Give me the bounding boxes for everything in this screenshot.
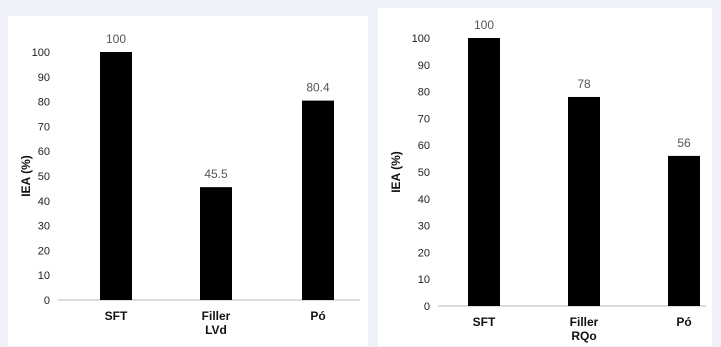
category-label-line: Filler [202, 309, 231, 323]
bar-3 [302, 100, 334, 300]
y-tick-label: 20 [418, 247, 430, 259]
category-label-line: Pó [676, 315, 691, 329]
data-label-1: 100 [106, 32, 126, 46]
category-label-line: SFT [473, 315, 496, 329]
data-label-3: 80.4 [306, 81, 330, 95]
bar-1 [100, 52, 132, 300]
y-tick-label: 50 [38, 171, 50, 183]
y-tick-label: 60 [38, 146, 50, 158]
y-tick-label: 90 [418, 60, 430, 72]
y-tick-label: 60 [418, 140, 430, 152]
bar-2 [200, 187, 232, 300]
bar-chart-left: 0 10 20 30 40 50 60 70 80 90 100 IEA (%) 100 SFT 45.5 F… [19, 32, 360, 337]
x-category-label-2: Filler LVd [202, 309, 231, 337]
category-label-line: RQo [571, 329, 596, 343]
y-tick-label: 30 [38, 221, 50, 233]
y-tick-label: 10 [418, 274, 430, 286]
x-category-label-3: Pó [310, 309, 325, 323]
bar-2 [568, 96, 600, 307]
x-category-label-2: Filler RQo [570, 315, 599, 343]
category-label-line: Pó [310, 309, 325, 323]
y-tick-label: 70 [38, 121, 50, 133]
y-tick-label: 80 [418, 87, 430, 99]
data-label-2: 78 [577, 77, 591, 91]
bar-3 [668, 155, 700, 306]
y-tick-label: 100 [412, 33, 430, 45]
chart-panel-left: 0 10 20 30 40 50 60 70 80 90 100 IEA (%) 100 SFT 45.5 F… [8, 16, 368, 346]
category-label-line: SFT [105, 309, 128, 323]
y-axis-label: IEA (%) [19, 155, 33, 197]
y-tick-label: 0 [44, 295, 50, 307]
bar-1 [468, 38, 500, 306]
y-tick-label: 40 [38, 196, 50, 208]
data-label-1: 100 [474, 18, 494, 32]
y-tick-label: 30 [418, 221, 430, 233]
y-tick-label: 0 [424, 301, 430, 313]
chart-panel-right: 0 10 20 30 40 50 60 70 80 90 100 IEA (%) 100 SFT 78 Fil… [378, 8, 712, 346]
x-category-label-1: SFT [105, 309, 128, 323]
y-tick-label: 50 [418, 167, 430, 179]
y-tick-label: 100 [32, 47, 50, 59]
y-tick-label: 90 [38, 72, 50, 84]
y-tick-label: 10 [38, 270, 50, 282]
category-label-line: LVd [205, 323, 227, 337]
x-category-label-1: SFT [473, 315, 496, 329]
data-label-3: 56 [677, 136, 691, 150]
y-tick-label: 70 [418, 113, 430, 125]
x-category-label-3: Pó [676, 315, 691, 329]
bar-chart-right: 0 10 20 30 40 50 60 70 80 90 100 IEA (%) 100 SFT 78 Fil… [389, 18, 706, 343]
y-tick-label: 40 [418, 194, 430, 206]
y-tick-label: 20 [38, 245, 50, 257]
y-tick-label: 80 [38, 97, 50, 109]
y-axis-label: IEA (%) [389, 151, 403, 193]
category-label-line: Filler [570, 315, 599, 329]
data-label-2: 45.5 [204, 167, 228, 181]
